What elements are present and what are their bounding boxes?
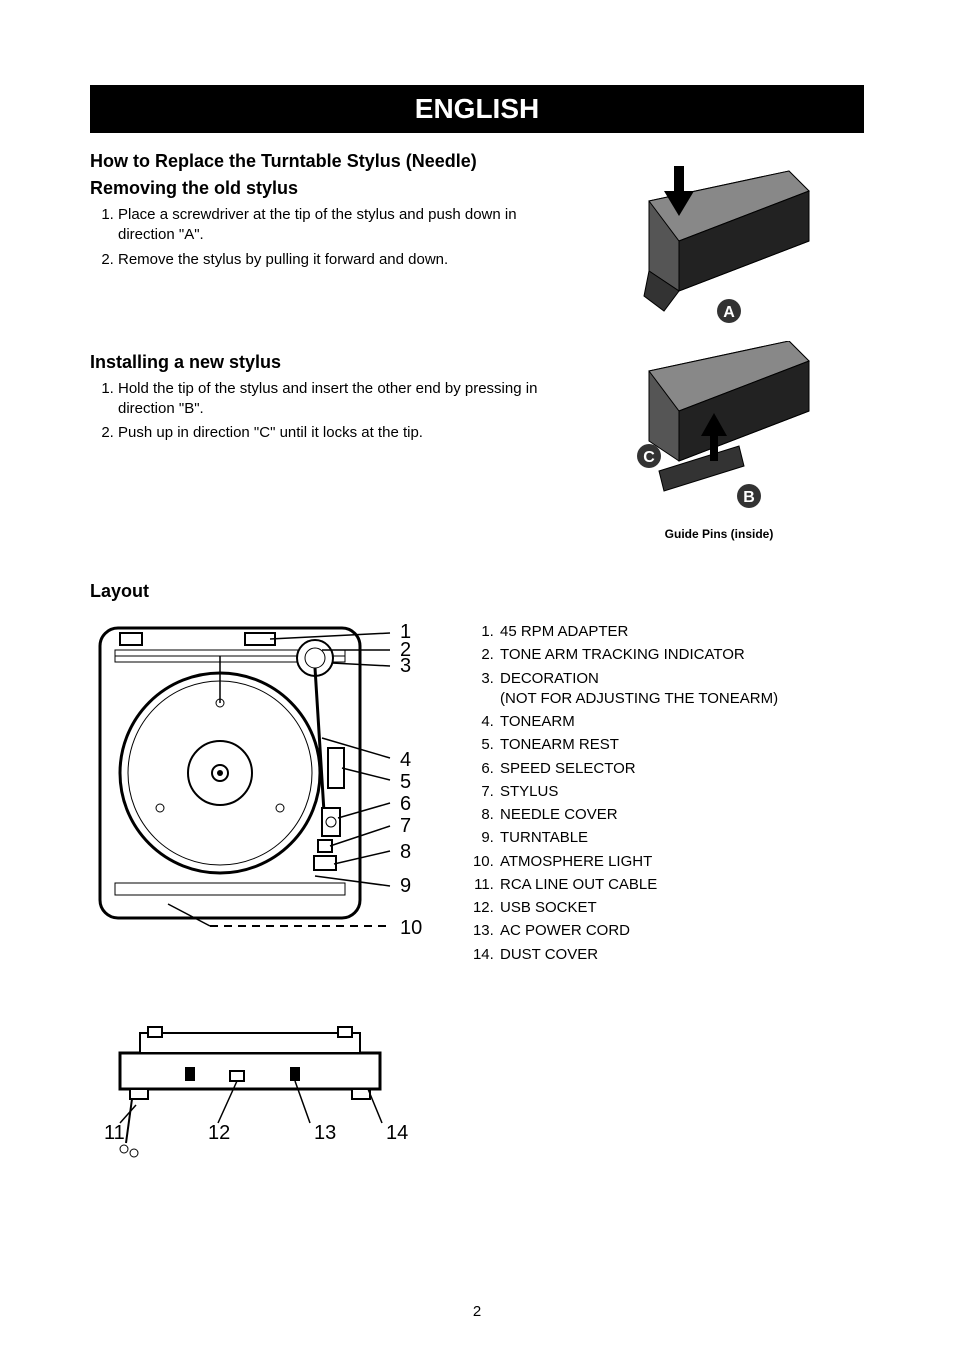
legend-sub: (NOT FOR ADJUSTING THE TONEARM) xyxy=(500,689,864,709)
list-item: SPEED SELECTOR xyxy=(498,759,864,779)
removing-title: Removing the old stylus xyxy=(90,178,556,199)
callout-num: 4 xyxy=(400,749,411,771)
legend-label: TONEARM REST xyxy=(500,736,619,753)
stylus-figure-a-svg: A xyxy=(609,161,829,331)
legend-label: TONE ARM TRACKING INDICATOR xyxy=(500,646,745,663)
list-item: NEEDLE COVER xyxy=(498,805,864,825)
list-item: Hold the tip of the stylus and insert th… xyxy=(118,379,556,420)
guide-pins-caption: Guide Pins (inside) xyxy=(574,527,864,541)
legend-label: ATMOSPHERE LIGHT xyxy=(500,853,652,870)
list-item: TONE ARM TRACKING INDICATOR xyxy=(498,645,864,665)
list-item: Place a screwdriver at the tip of the st… xyxy=(118,205,556,246)
layout-title: Layout xyxy=(90,581,864,602)
document-page: ENGLISH How to Replace the Turntable Sty… xyxy=(0,0,954,1350)
language-banner: ENGLISH xyxy=(90,85,864,133)
legend-label: TONEARM xyxy=(500,713,575,730)
legend-label: TURNTABLE xyxy=(500,829,588,846)
stylus-figure-bc-svg: C B xyxy=(609,341,829,521)
list-item: DUST COVER xyxy=(498,945,864,965)
callout-num: 12 xyxy=(208,1122,230,1144)
legend-label: NEEDLE COVER xyxy=(500,806,618,823)
legend-label: DECORATION xyxy=(500,670,599,687)
layout-figures-column: 1 2 3 4 5 6 7 8 9 10 xyxy=(90,608,450,1178)
installing-steps: Hold the tip of the stylus and insert th… xyxy=(90,379,556,444)
list-item: TONEARM xyxy=(498,712,864,732)
removing-steps: Place a screwdriver at the tip of the st… xyxy=(90,205,556,270)
callout-num: 3 xyxy=(400,655,411,677)
spacer xyxy=(90,274,556,352)
stylus-figure-column: A C xyxy=(574,151,864,541)
layout-legend: 45 RPM ADAPTER TONE ARM TRACKING INDICAT… xyxy=(470,608,864,1178)
legend-label: USB SOCKET xyxy=(500,899,597,916)
legend-label: AC POWER CORD xyxy=(500,922,630,939)
stylus-replacement-section: How to Replace the Turntable Stylus (Nee… xyxy=(90,151,864,541)
callout-num: 7 xyxy=(400,815,411,837)
callout-num: 6 xyxy=(400,793,411,815)
callout-num: 11 xyxy=(104,1122,125,1144)
stylus-text-column: How to Replace the Turntable Stylus (Nee… xyxy=(90,151,556,541)
layout-legend-list: 45 RPM ADAPTER TONE ARM TRACKING INDICAT… xyxy=(470,622,864,965)
turntable-side-diagram: 11 12 13 14 xyxy=(90,1013,450,1173)
marker-b-label: B xyxy=(743,489,755,506)
callout-num: 14 xyxy=(386,1122,408,1144)
list-item: 45 RPM ADAPTER xyxy=(498,622,864,642)
marker-c-label: C xyxy=(643,449,655,466)
list-item: STYLUS xyxy=(498,782,864,802)
list-item: Remove the stylus by pulling it forward … xyxy=(118,250,556,270)
list-item: TONEARM REST xyxy=(498,735,864,755)
list-item: AC POWER CORD xyxy=(498,921,864,941)
page-number: 2 xyxy=(0,1303,954,1320)
legend-label: 45 RPM ADAPTER xyxy=(500,623,628,640)
legend-label: SPEED SELECTOR xyxy=(500,760,636,777)
callout-num: 10 xyxy=(400,917,422,939)
list-item: Push up in direction "C" until it locks … xyxy=(118,423,556,443)
stylus-install-figure: C B Guide Pins (inside) xyxy=(574,341,864,541)
stylus-removal-figure: A xyxy=(574,161,864,331)
list-item: DECORATION (NOT FOR ADJUSTING THE TONEAR… xyxy=(498,669,864,710)
turntable-top-diagram: 1 2 3 4 5 6 7 8 9 10 xyxy=(90,608,450,978)
marker-a-label: A xyxy=(723,304,735,321)
installing-title: Installing a new stylus xyxy=(90,352,556,373)
list-item: ATMOSPHERE LIGHT xyxy=(498,852,864,872)
callout-num: 9 xyxy=(400,875,411,897)
list-item: USB SOCKET xyxy=(498,898,864,918)
legend-label: DUST COVER xyxy=(500,946,598,963)
callout-num: 13 xyxy=(314,1122,336,1144)
legend-label: STYLUS xyxy=(500,783,558,800)
callout-num: 5 xyxy=(400,771,411,793)
layout-section: Layout xyxy=(90,581,864,1178)
list-item: TURNTABLE xyxy=(498,828,864,848)
section-title: How to Replace the Turntable Stylus (Nee… xyxy=(90,151,556,172)
list-item: RCA LINE OUT CABLE xyxy=(498,875,864,895)
legend-label: RCA LINE OUT CABLE xyxy=(500,876,657,893)
layout-row: 1 2 3 4 5 6 7 8 9 10 xyxy=(90,608,864,1178)
callout-num: 8 xyxy=(400,841,411,863)
